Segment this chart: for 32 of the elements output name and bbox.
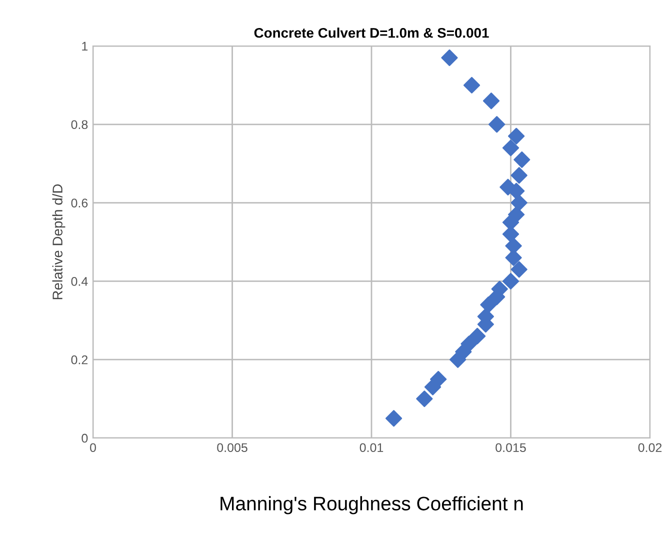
point <box>508 128 525 144</box>
x-tick-label: 0 <box>90 443 96 452</box>
y-tick-label: 1 <box>82 42 88 51</box>
x-axis-title: Manning's Roughness Coefficient n <box>220 496 523 514</box>
y-tick-label: 0 <box>82 434 88 443</box>
point <box>502 140 520 156</box>
y-tick-label: 0.4 <box>71 277 88 286</box>
point <box>480 296 497 314</box>
point <box>450 351 466 368</box>
point <box>514 151 530 168</box>
point <box>441 49 458 66</box>
x-tick-label: 0.02 <box>638 443 662 452</box>
point <box>510 194 528 212</box>
y-tick-label: 0.6 <box>71 198 88 208</box>
point <box>510 167 528 184</box>
y-axis-title: Relative Depth d/D <box>52 184 66 300</box>
x-tick-label: 0.005 <box>217 443 248 452</box>
point <box>469 328 486 344</box>
chart-title: Concrete Culvert D=1.0m & S=0.001 <box>254 28 489 38</box>
point <box>510 261 528 278</box>
point <box>416 390 433 408</box>
x-tick-label: 0.01 <box>360 443 384 452</box>
point <box>463 76 480 94</box>
y-tick-label: 0.8 <box>71 120 88 130</box>
point <box>385 410 402 427</box>
point <box>488 116 506 133</box>
y-tick-label: 0.2 <box>71 355 88 364</box>
point <box>482 92 500 110</box>
x-tick-label: 0.015 <box>496 443 526 452</box>
point <box>500 178 516 196</box>
point <box>502 272 520 290</box>
point <box>424 378 442 396</box>
